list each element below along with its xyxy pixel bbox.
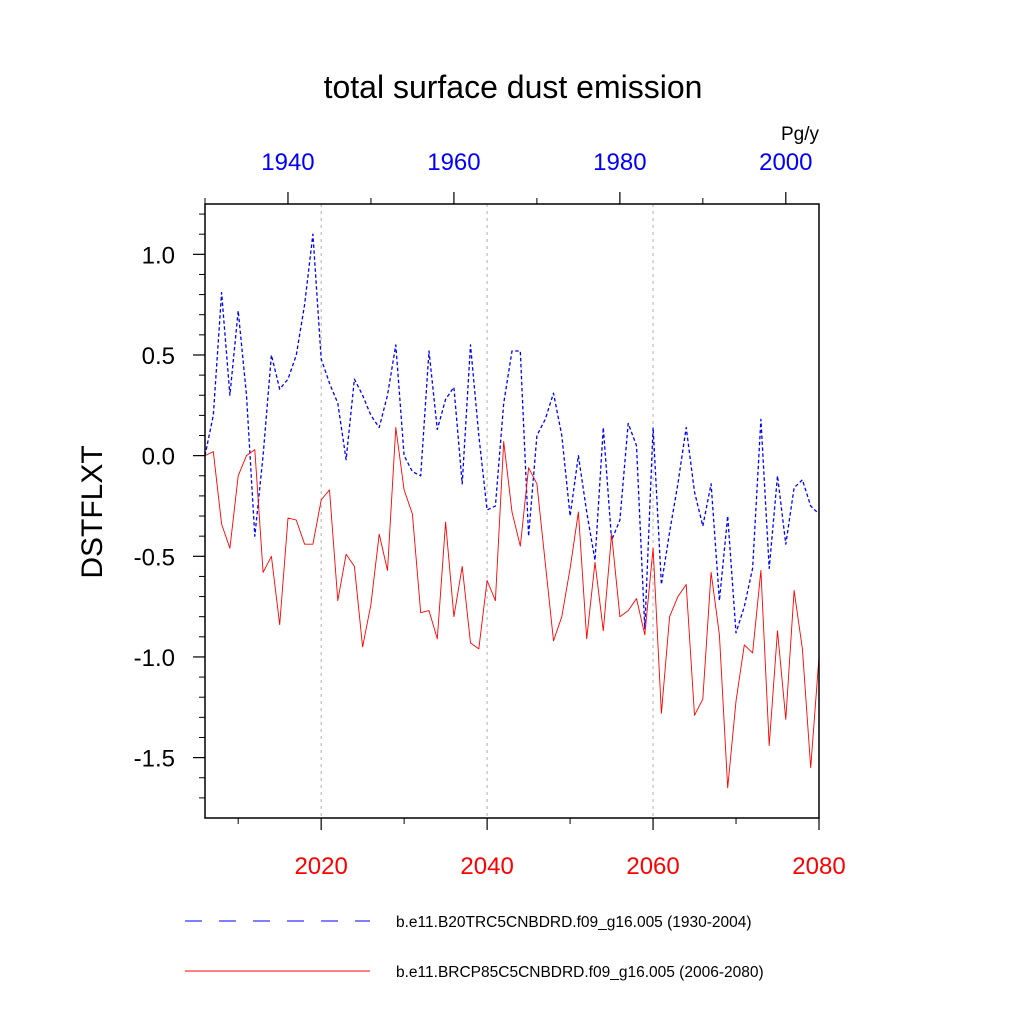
y-tick-label: 1.0 [142, 242, 175, 269]
top-tick-label: 2000 [759, 149, 812, 176]
series-line-red [204, 427, 820, 789]
bottom-tick-label: 2080 [792, 853, 845, 880]
y-tick-label: -1.0 [134, 645, 175, 672]
y-tick-label: -0.5 [134, 544, 175, 571]
plot-frame [204, 203, 820, 819]
bottom-tick-label: 2060 [626, 853, 679, 880]
y-tick-label: -1.5 [134, 746, 175, 773]
bottom-tick-label: 2040 [460, 853, 513, 880]
bottom-tick-label: 2020 [294, 853, 347, 880]
chart-title: total surface dust emission [324, 69, 703, 105]
top-tick-label: 1940 [261, 149, 314, 176]
units-label: Pg/y [781, 124, 820, 145]
legend-label-blue: b.e11.B20TRC5CNBDRD.f09_g16.005 (1930-20… [396, 914, 752, 931]
series-line-blue [204, 233, 820, 634]
legend-label-red: b.e11.BRCP85C5CNBDRD.f09_g16.005 (2006-2… [396, 964, 764, 981]
top-tick-label: 1980 [593, 149, 646, 176]
y-tick-label: 0.5 [142, 343, 175, 370]
gridlines [320, 204, 654, 818]
y-tick-label: 0.0 [142, 444, 175, 471]
axes-layer: 1.0 0.5 0.0 -0.5 -1.0 -1.5 2020 2040 2060 2080 194… [134, 149, 846, 880]
series-layer [204, 233, 820, 789]
legend: b.e11.B20TRC5CNBDRD.f09_g16.005 (1930-20… [185, 914, 764, 981]
y-axis-label: DSTFLXT [76, 445, 109, 578]
top-tick-label: 1960 [427, 149, 480, 176]
